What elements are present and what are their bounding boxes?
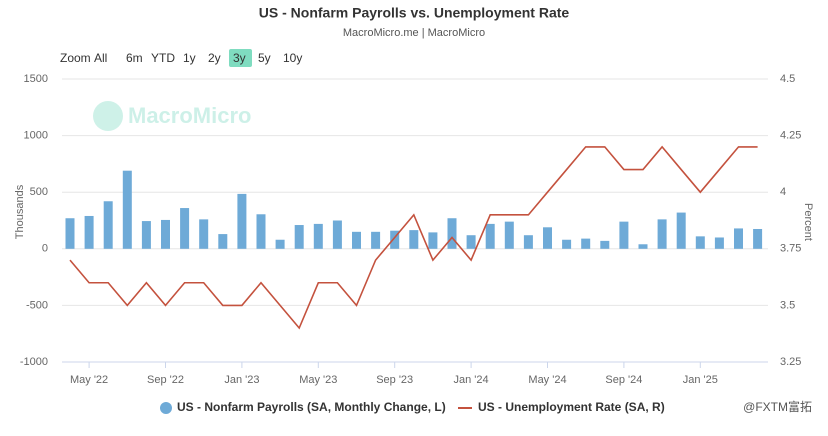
x-tick-label: Jan '24 — [454, 374, 489, 386]
watermark-logo — [93, 101, 123, 131]
bar — [275, 239, 285, 249]
bar — [237, 193, 247, 249]
y2-tick-label: 4.25 — [780, 130, 801, 142]
footer: @FXTM富拓 — [743, 399, 812, 414]
range-button[interactable]: YTD — [151, 51, 175, 65]
watermark: MacroMicro — [128, 103, 251, 128]
range-button[interactable]: 2y — [208, 51, 221, 65]
bar — [734, 228, 743, 249]
line — [69, 145, 758, 330]
bar — [562, 239, 572, 249]
bar — [714, 237, 724, 249]
bar — [180, 208, 190, 249]
bar — [428, 232, 438, 249]
bar — [657, 219, 667, 249]
x-tick-label: May '24 — [528, 374, 566, 386]
y2-tick-label: 4 — [780, 186, 786, 198]
x-tick-label: Sep '24 — [605, 374, 642, 386]
y2-tick-label: 3.25 — [780, 356, 801, 368]
bar — [447, 218, 457, 249]
bar — [65, 218, 75, 249]
range-button[interactable]: 6m — [126, 51, 143, 65]
y-tick-label: 1500 — [24, 73, 48, 85]
bar — [313, 223, 323, 249]
chart-subtitle: MacroMicro.me | MacroMicro — [343, 27, 485, 39]
bar — [122, 170, 132, 249]
y2-tick-label: 3.75 — [780, 243, 801, 255]
bar — [638, 244, 648, 249]
range-button-active[interactable] — [229, 49, 252, 67]
y2-tick-label: 3.5 — [780, 299, 795, 311]
y-tick-label: 500 — [30, 186, 48, 198]
chart-title: US - Nonfarm Payrolls vs. Unemployment R… — [259, 5, 570, 21]
bar — [371, 231, 381, 249]
bar — [409, 230, 419, 249]
legend-swatch[interactable] — [160, 402, 172, 414]
x-tick-label: May '22 — [70, 374, 108, 386]
bar — [676, 212, 686, 249]
bar — [161, 219, 170, 249]
bar — [600, 240, 610, 249]
bar — [84, 215, 94, 249]
x-tick-label: May '23 — [299, 374, 337, 386]
range-button[interactable]: All — [94, 51, 107, 65]
bar — [753, 228, 763, 249]
x-tick-label: Sep '23 — [376, 374, 413, 386]
bar — [390, 230, 400, 249]
bar — [256, 214, 266, 249]
bar — [523, 235, 533, 249]
y2-axis-label: Percent — [802, 203, 814, 241]
bar — [695, 236, 705, 249]
y-tick-label: 0 — [42, 243, 48, 255]
legend-label[interactable]: US - Unemployment Rate (SA, R) — [478, 400, 665, 414]
y-tick-label: -500 — [26, 299, 48, 311]
bar — [218, 234, 228, 249]
x-tick-label: Sep '22 — [147, 374, 184, 386]
range-button[interactable]: 3y — [233, 51, 246, 65]
range-button[interactable]: 1y — [183, 51, 196, 65]
bar — [619, 221, 629, 249]
bar — [581, 238, 591, 249]
bar — [466, 235, 476, 249]
range-button[interactable]: 10y — [283, 51, 302, 65]
legend-label[interactable]: US - Nonfarm Payrolls (SA, Monthly Chang… — [177, 400, 446, 414]
range-button[interactable]: 5y — [258, 51, 271, 65]
bar — [199, 219, 209, 249]
bar — [352, 231, 361, 249]
y-tick-label: 1000 — [24, 130, 48, 142]
bar — [332, 220, 342, 249]
zoom-label: Zoom — [60, 51, 91, 65]
y2-tick-label: 4.5 — [780, 73, 795, 85]
bar — [141, 221, 151, 249]
x-tick-label: Jan '23 — [224, 374, 259, 386]
y-tick-label: -1000 — [20, 356, 48, 368]
bar — [103, 201, 113, 249]
x-tick-label: Jan '25 — [683, 374, 718, 386]
bar — [504, 221, 514, 249]
bar — [485, 223, 495, 249]
y-axis-label: Thousands — [14, 184, 26, 239]
bar — [294, 225, 304, 249]
bar — [543, 227, 552, 249]
